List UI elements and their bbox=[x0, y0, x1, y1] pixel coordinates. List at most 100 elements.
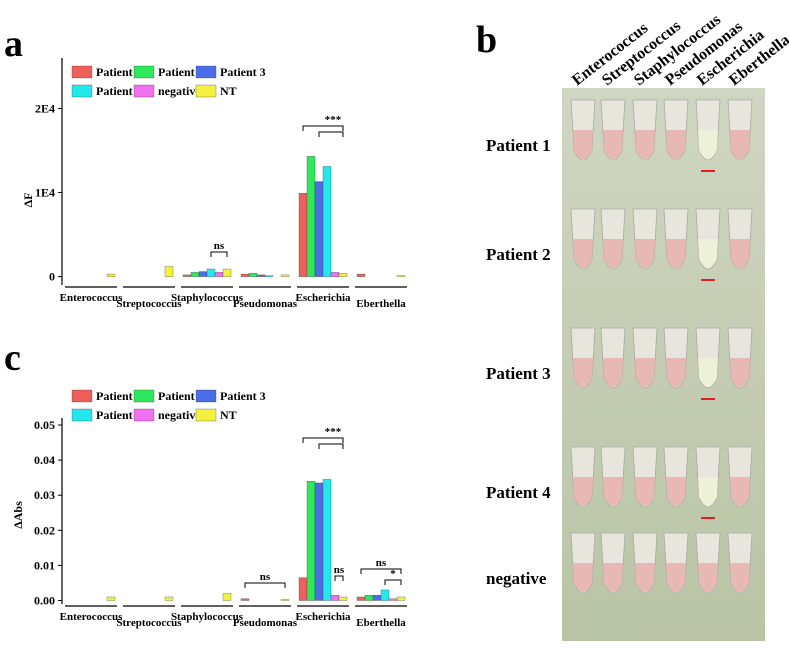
legend-swatch bbox=[71, 84, 93, 98]
tube-liquid bbox=[603, 563, 623, 592]
tube-liquid bbox=[730, 358, 750, 387]
bar bbox=[206, 268, 216, 277]
y-tick-label: 2E4 bbox=[35, 101, 55, 115]
bar bbox=[338, 273, 348, 277]
legend-label: NT bbox=[220, 408, 237, 422]
bar bbox=[306, 481, 316, 601]
significance-bracket bbox=[318, 131, 344, 137]
tube-liquid bbox=[730, 563, 750, 592]
significance-bracket bbox=[302, 437, 344, 443]
bar bbox=[298, 577, 308, 601]
bar bbox=[164, 596, 174, 601]
significance-bracket bbox=[244, 582, 286, 588]
legend-label: negative bbox=[158, 408, 201, 422]
y-tick-label: 0.02 bbox=[34, 523, 55, 537]
bar bbox=[280, 274, 290, 277]
tube-liquid bbox=[698, 477, 718, 506]
x-tick-label: Escherichia bbox=[296, 292, 351, 304]
significance-label: ns bbox=[260, 571, 271, 583]
photo-row-label: Patient 1 bbox=[486, 136, 551, 155]
significance-label: ns bbox=[334, 564, 345, 576]
tube-liquid bbox=[698, 130, 718, 159]
bar bbox=[380, 589, 390, 601]
tube-liquid bbox=[573, 239, 593, 268]
bar bbox=[314, 181, 324, 277]
significance-bracket bbox=[360, 568, 402, 574]
legend-swatch bbox=[195, 84, 217, 98]
y-tick-label: 0.05 bbox=[34, 418, 55, 432]
legend-swatch bbox=[195, 65, 217, 79]
legend-label: Patient 4 bbox=[96, 408, 142, 422]
y-tick-label: 0.03 bbox=[34, 488, 55, 502]
bar bbox=[322, 479, 332, 601]
significance-label: ns bbox=[214, 240, 225, 252]
legend-label: Patient 2 bbox=[158, 65, 204, 79]
tube-liquid bbox=[603, 239, 623, 268]
x-tick-label: Escherichia bbox=[296, 611, 351, 623]
legend-swatch bbox=[195, 408, 217, 422]
bar bbox=[190, 272, 200, 277]
panel-label: b bbox=[476, 19, 497, 61]
significance-bracket bbox=[318, 443, 344, 449]
bar bbox=[106, 273, 116, 277]
legend-label: Patient 3 bbox=[220, 389, 266, 403]
legend-swatch bbox=[133, 389, 155, 403]
bar bbox=[388, 598, 398, 601]
legend-label: Patient 1 bbox=[96, 65, 142, 79]
tube-liquid bbox=[635, 477, 655, 506]
bar bbox=[396, 596, 406, 601]
photo-row-label: Patient 3 bbox=[486, 364, 551, 383]
bar bbox=[356, 596, 366, 601]
x-tick-label: Eberthella bbox=[356, 617, 406, 629]
tube-liquid bbox=[698, 358, 718, 387]
tube-liquid bbox=[666, 563, 686, 592]
y-axis-label: ΔF bbox=[21, 193, 35, 208]
tube-liquid bbox=[603, 130, 623, 159]
tube-liquid bbox=[573, 130, 593, 159]
significance-label: *** bbox=[325, 426, 342, 438]
x-tick-label: Enterococcus bbox=[60, 292, 123, 304]
panel-label: c bbox=[4, 337, 21, 379]
y-tick-label: 1E4 bbox=[35, 186, 55, 200]
y-tick-label: 0.01 bbox=[34, 558, 55, 572]
bar bbox=[106, 596, 116, 601]
tube-liquid bbox=[603, 477, 623, 506]
photo-tubes bbox=[570, 99, 753, 594]
bar bbox=[222, 593, 232, 601]
bar bbox=[280, 599, 290, 601]
bar bbox=[322, 166, 332, 277]
bar bbox=[364, 595, 374, 601]
legend-label: negative bbox=[158, 84, 201, 98]
tube-liquid bbox=[698, 239, 718, 268]
legend-swatch bbox=[133, 65, 155, 79]
bar bbox=[248, 273, 258, 277]
tube-liquid bbox=[698, 563, 718, 592]
legend-swatch bbox=[71, 408, 93, 422]
bar bbox=[314, 482, 324, 601]
significance-bracket bbox=[210, 251, 228, 257]
legend-label: NT bbox=[220, 84, 237, 98]
x-tick-label: Staphylococcus bbox=[171, 292, 244, 304]
bar bbox=[338, 596, 348, 601]
tube-liquid bbox=[635, 239, 655, 268]
bar bbox=[164, 266, 174, 277]
y-tick-label: 0.04 bbox=[34, 453, 55, 467]
legend-swatch bbox=[71, 65, 93, 79]
tube-liquid bbox=[635, 563, 655, 592]
y-axis-label: ΔAbs bbox=[11, 501, 25, 529]
legend-swatch bbox=[133, 408, 155, 422]
tube-liquid bbox=[730, 477, 750, 506]
photo-row-label: Patient 2 bbox=[486, 245, 551, 264]
legend-label: Patient 3 bbox=[220, 65, 266, 79]
tube-liquid bbox=[603, 358, 623, 387]
bar bbox=[198, 271, 208, 277]
bar bbox=[298, 193, 308, 277]
bar bbox=[182, 274, 192, 277]
x-tick-label: Pseudomonas bbox=[233, 617, 298, 629]
y-tick-label: 0.00 bbox=[34, 593, 55, 607]
photo-row-label: negative bbox=[486, 569, 547, 588]
x-tick-label: Enterococcus bbox=[60, 611, 123, 623]
tube-liquid bbox=[573, 563, 593, 592]
x-tick-label: Staphylococcus bbox=[171, 611, 244, 623]
